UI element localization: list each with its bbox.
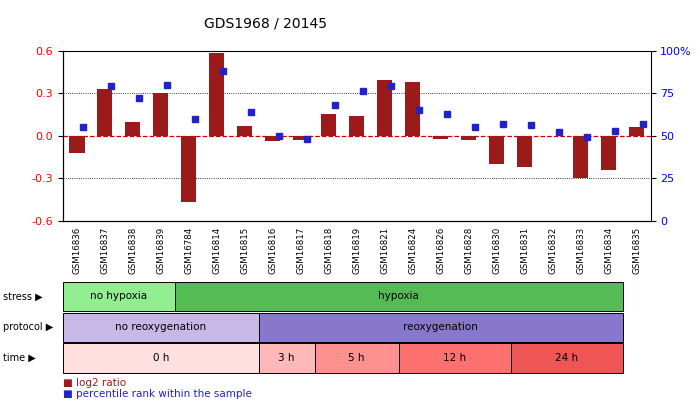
Bar [259, 343, 315, 373]
Bar [377, 81, 392, 136]
Bar [601, 136, 616, 170]
Bar [63, 313, 259, 342]
Bar [63, 343, 259, 373]
Bar [489, 136, 505, 164]
Text: 0 h: 0 h [153, 353, 169, 363]
Text: 12 h: 12 h [443, 353, 466, 363]
Bar [629, 127, 644, 136]
Bar [405, 82, 420, 136]
Bar [181, 136, 196, 202]
Bar [511, 343, 623, 373]
Bar [69, 136, 84, 153]
Bar [259, 313, 623, 342]
Text: hypoxia: hypoxia [378, 292, 419, 301]
Bar [237, 126, 253, 136]
Bar [349, 116, 364, 136]
Text: GDS1968 / 20145: GDS1968 / 20145 [204, 16, 327, 30]
Text: 24 h: 24 h [555, 353, 578, 363]
Text: protocol ▶: protocol ▶ [3, 322, 54, 332]
Bar [174, 282, 623, 311]
Bar [293, 136, 309, 140]
Bar [125, 122, 140, 136]
Text: stress ▶: stress ▶ [3, 292, 43, 301]
Bar [315, 343, 399, 373]
Text: 3 h: 3 h [279, 353, 295, 363]
Bar [153, 93, 168, 136]
Text: time ▶: time ▶ [3, 353, 36, 363]
Bar [97, 89, 112, 136]
Bar [321, 115, 336, 136]
Text: ■ percentile rank within the sample: ■ percentile rank within the sample [63, 389, 252, 399]
Bar [63, 282, 174, 311]
Text: ■ log2 ratio: ■ log2 ratio [63, 378, 126, 388]
Text: 5 h: 5 h [348, 353, 365, 363]
Text: no reoxygenation: no reoxygenation [115, 322, 207, 332]
Bar [399, 343, 511, 373]
Bar [461, 136, 476, 140]
Bar [573, 136, 588, 178]
Bar [433, 136, 448, 139]
Bar [209, 53, 225, 136]
Text: no hypoxia: no hypoxia [90, 292, 147, 301]
Text: reoxygenation: reoxygenation [403, 322, 478, 332]
Bar [265, 136, 281, 141]
Bar [517, 136, 533, 167]
